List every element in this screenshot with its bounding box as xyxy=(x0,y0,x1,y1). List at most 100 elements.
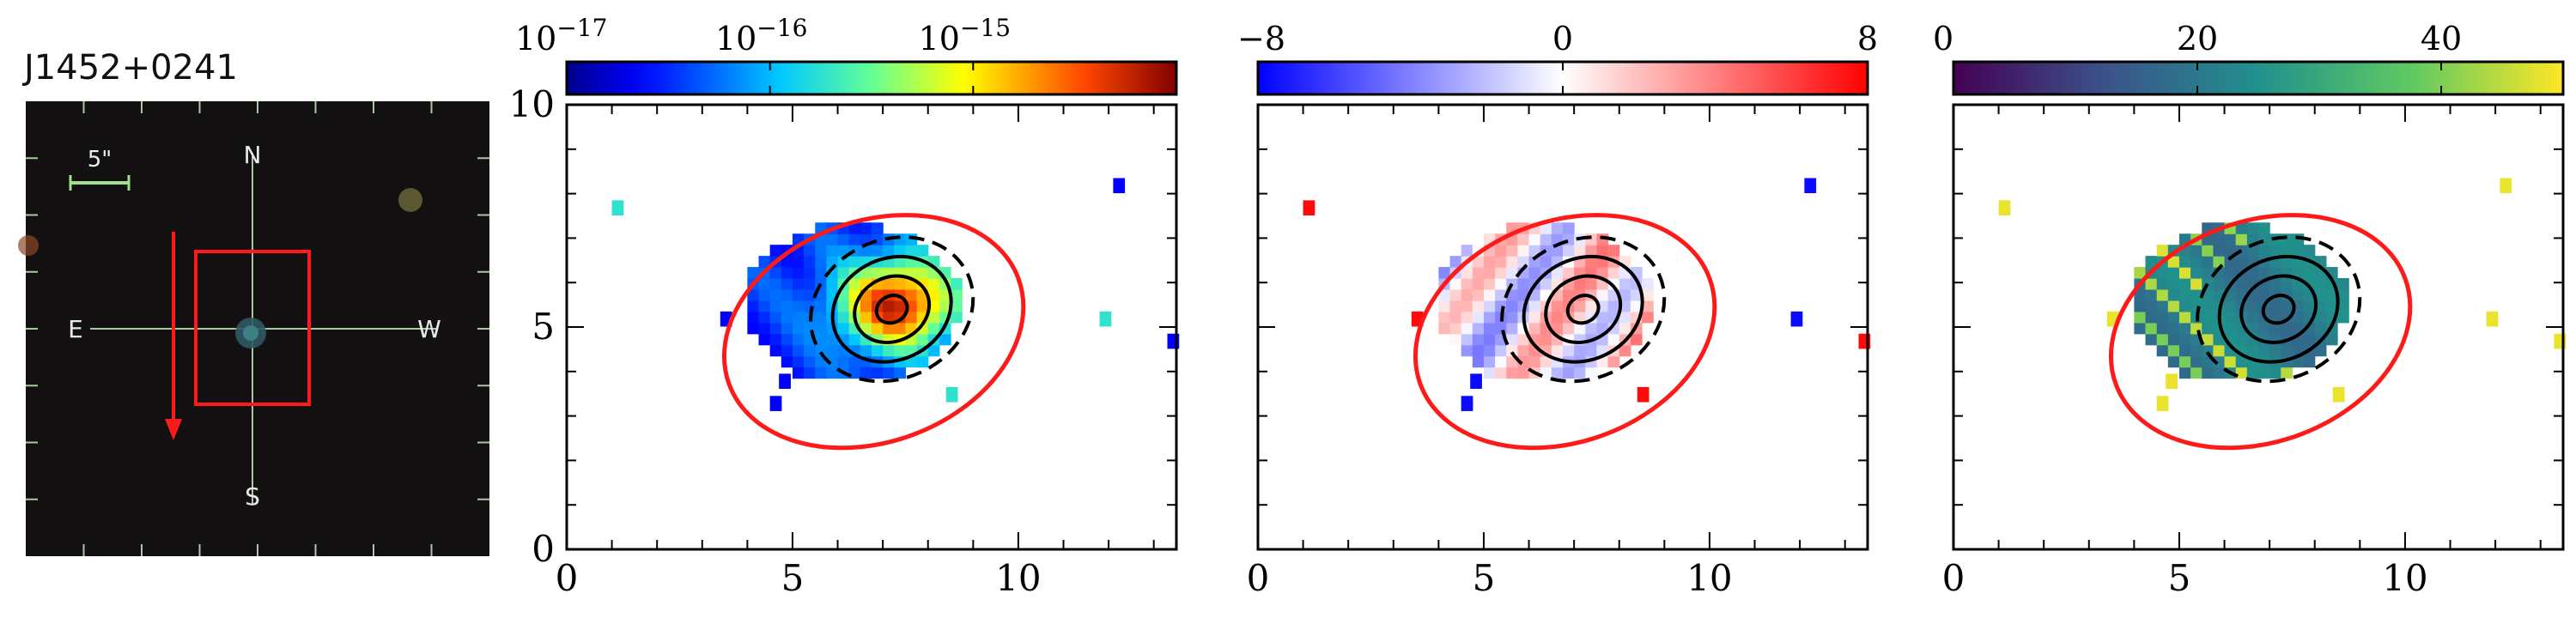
map-pixel xyxy=(2202,267,2215,279)
map-pixel xyxy=(2190,267,2202,279)
map-pixel xyxy=(1619,322,1631,335)
map-pixel xyxy=(1563,245,1575,257)
y-tick-label: 5 xyxy=(532,306,555,348)
map-pixel xyxy=(2235,355,2248,368)
map-pixel xyxy=(2202,333,2215,346)
map-pixel xyxy=(826,367,839,379)
map-pixel xyxy=(1495,267,1507,279)
map-pixel xyxy=(1461,267,1473,279)
map-pixel xyxy=(1619,278,1631,290)
map-pixel xyxy=(1461,333,1473,346)
map-pixel xyxy=(2235,256,2248,268)
map-pixel xyxy=(2269,278,2281,290)
colorbar-tick-label: 20 xyxy=(2177,20,2218,58)
map-pixel xyxy=(1596,288,1609,301)
arrow-head-icon xyxy=(165,419,182,440)
map-pixel xyxy=(2167,333,2180,346)
map-pixel xyxy=(1483,256,1496,268)
map-pixel xyxy=(747,322,760,335)
map-pixel xyxy=(916,278,929,290)
compass-east-label: E xyxy=(68,315,83,343)
map-pixel xyxy=(2213,245,2226,257)
map-pixel xyxy=(1596,267,1609,279)
map-pixel xyxy=(860,367,872,379)
map-pixel xyxy=(1528,267,1541,279)
map-pixel xyxy=(1472,267,1485,279)
map-pixel xyxy=(837,267,850,279)
map-pixel xyxy=(826,245,839,257)
map-pixel xyxy=(792,355,805,368)
map-pixel xyxy=(792,322,805,335)
map-pixel xyxy=(883,344,895,357)
map-pixel xyxy=(1461,245,1473,257)
map-pixel xyxy=(792,278,805,290)
map-pixel xyxy=(939,300,951,312)
map-pixel xyxy=(815,267,828,279)
map-pixel xyxy=(1804,178,1817,194)
map-pixel xyxy=(2246,267,2259,279)
map-pixel xyxy=(872,267,884,279)
aperture-ellipse xyxy=(721,213,1026,451)
map-pixel xyxy=(1472,278,1485,290)
map-pixel xyxy=(2224,322,2237,335)
map-pixel xyxy=(1495,288,1507,301)
map-pixel xyxy=(2156,322,2169,335)
map-pixel xyxy=(2224,233,2237,245)
map-pixel xyxy=(894,344,907,357)
map-pixel xyxy=(2258,322,2270,335)
contour-line xyxy=(1544,274,1623,345)
map-pixel xyxy=(2281,322,2293,335)
map-pixel xyxy=(2246,245,2259,257)
map-pixel xyxy=(1585,344,1598,357)
map-pixel xyxy=(2314,288,2327,301)
map-pixel xyxy=(2156,288,2169,301)
map-pixel xyxy=(883,311,895,324)
map-pixel xyxy=(2281,278,2293,290)
map-pixel xyxy=(769,322,782,335)
map-pixel xyxy=(2224,311,2237,324)
map-pixel xyxy=(2235,367,2248,379)
map-pixel xyxy=(826,333,839,346)
map-pixel xyxy=(2134,267,2147,279)
map-pixel xyxy=(837,300,850,312)
map-pixel xyxy=(2224,256,2237,268)
map-pixel xyxy=(815,300,828,312)
map-pixel xyxy=(769,300,782,312)
map-pixel xyxy=(951,288,963,301)
x-tick-label: 10 xyxy=(1686,557,1732,599)
map-pixel xyxy=(1585,300,1598,312)
x-tick-label: 5 xyxy=(1473,557,1496,599)
map-pixel xyxy=(1495,367,1507,379)
map-pixel xyxy=(2190,355,2202,368)
map-pixel xyxy=(1607,245,1620,257)
map-pixel xyxy=(1472,344,1485,357)
map-pixel xyxy=(860,322,872,335)
map-pixel xyxy=(837,233,850,245)
map-pixel xyxy=(1461,278,1473,290)
map-pixel xyxy=(2235,222,2248,234)
y-tick-label: 0 xyxy=(532,528,555,570)
map-pixel xyxy=(2246,344,2259,357)
map-pixel xyxy=(1483,355,1496,368)
field-of-view-box xyxy=(194,250,311,406)
x-tick-label: 5 xyxy=(2168,557,2191,599)
map-pixel xyxy=(1472,288,1485,301)
map-pixel xyxy=(781,311,793,324)
map-pixel xyxy=(1483,278,1496,290)
map-pixel xyxy=(939,288,951,301)
map-pixel xyxy=(2281,256,2293,268)
map-pixel xyxy=(872,245,884,257)
map-pixel xyxy=(1998,200,2011,215)
map-pixel xyxy=(2258,222,2270,234)
map-pixel xyxy=(1495,245,1507,257)
map-pixel xyxy=(2134,322,2147,335)
map-pixel xyxy=(1528,233,1541,245)
map-pixel xyxy=(804,245,816,257)
map-pixel xyxy=(804,256,816,268)
map-pixel xyxy=(2178,288,2191,301)
map-pixel xyxy=(2303,333,2316,346)
map-pixel xyxy=(2269,311,2281,324)
map-pixel xyxy=(1574,367,1586,379)
map-pixel xyxy=(1506,333,1519,346)
map-pixel xyxy=(1472,333,1485,346)
